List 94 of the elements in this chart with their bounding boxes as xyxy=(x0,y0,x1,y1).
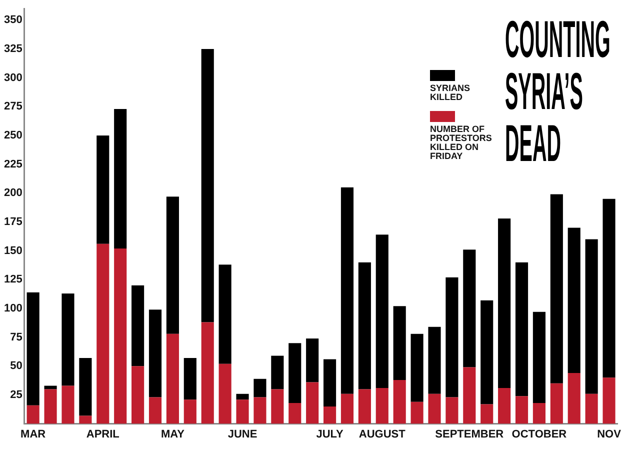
y-tick-label: 75 xyxy=(10,331,22,344)
bar xyxy=(148,310,162,398)
y-tick-label: 325 xyxy=(4,43,22,55)
bar xyxy=(568,373,580,424)
bar xyxy=(410,334,424,402)
legend-label: SYRIANS KILLED xyxy=(430,83,472,102)
bar xyxy=(96,244,110,424)
text: COUNTING SYRIA’S DEAD xyxy=(505,11,610,173)
bar xyxy=(306,382,319,424)
bar xyxy=(480,404,494,424)
bar xyxy=(62,293,74,386)
x-tick-label: AUGUST xyxy=(358,428,406,440)
bar xyxy=(288,403,302,424)
y-tick-label: 125 xyxy=(4,274,22,286)
bar xyxy=(26,292,40,406)
y-tick-label: 175 xyxy=(4,216,22,228)
bar xyxy=(306,338,319,382)
bar xyxy=(271,356,284,390)
bar xyxy=(236,394,249,400)
bar xyxy=(376,234,388,388)
y-tick-label: 150 xyxy=(4,244,22,257)
bar xyxy=(114,248,127,424)
bar xyxy=(410,402,424,424)
bar xyxy=(498,218,511,388)
bar xyxy=(201,322,214,424)
bar xyxy=(515,396,528,424)
y-tick-label: 200 xyxy=(4,187,22,200)
bar xyxy=(288,343,302,404)
bar xyxy=(428,326,441,394)
bar xyxy=(532,312,546,404)
bar xyxy=(446,277,458,398)
bar xyxy=(254,378,266,398)
bar xyxy=(114,108,127,248)
bar xyxy=(393,380,406,424)
bar xyxy=(532,403,546,424)
x-tick-label: APRIL xyxy=(86,428,120,440)
bar xyxy=(463,367,476,424)
bar xyxy=(132,366,144,424)
bar xyxy=(148,397,162,424)
x-tick-label: JULY xyxy=(316,428,344,440)
bar xyxy=(166,334,179,424)
x-tick-label: OCTOBER xyxy=(512,428,567,440)
y-tick-label: 50 xyxy=(10,360,22,372)
x-tick-label: MAR xyxy=(20,428,46,440)
bar xyxy=(323,406,336,424)
bar xyxy=(602,198,616,378)
y-tick-label: 25 xyxy=(10,389,22,401)
bar xyxy=(340,394,354,424)
bar xyxy=(585,394,598,424)
bar xyxy=(201,48,214,322)
bar xyxy=(480,300,494,404)
bar xyxy=(568,228,580,374)
bar xyxy=(463,250,476,368)
bar xyxy=(96,135,110,244)
bar xyxy=(515,262,528,396)
bar xyxy=(602,378,616,424)
bar xyxy=(428,394,441,424)
bar xyxy=(585,239,598,394)
y-tick-label: 350 xyxy=(4,14,22,26)
bar xyxy=(254,397,266,424)
bar xyxy=(62,386,74,424)
bar xyxy=(271,389,284,424)
bar xyxy=(446,397,458,424)
bar xyxy=(236,400,249,424)
bar xyxy=(498,388,511,424)
bar xyxy=(358,389,371,424)
x-tick-label: JUNE xyxy=(228,428,258,440)
bar xyxy=(79,416,92,424)
bar xyxy=(340,187,354,394)
bar xyxy=(44,389,57,424)
bar xyxy=(166,196,179,334)
y-tick-label: 225 xyxy=(4,158,22,170)
y-tick-label: 250 xyxy=(4,130,22,142)
bar xyxy=(184,400,196,424)
bar xyxy=(218,364,232,424)
x-tick-label: NOV xyxy=(597,428,622,440)
y-tick-label: 100 xyxy=(4,302,22,314)
bar xyxy=(184,358,196,400)
bar xyxy=(44,386,57,390)
bar xyxy=(376,388,388,424)
x-tick-label: SEPTEMBER xyxy=(435,428,504,440)
y-tick-label: 300 xyxy=(4,72,22,84)
bar xyxy=(550,194,563,384)
bar xyxy=(218,264,232,364)
legend-label: NUMBER OF PROTESTORS KILLED ON FRIDAY xyxy=(430,124,492,161)
bar xyxy=(79,358,92,416)
y-tick-label: 275 xyxy=(4,100,22,113)
bar xyxy=(26,405,40,424)
bar xyxy=(550,383,563,424)
x-tick-label: MAY xyxy=(160,428,186,440)
bar xyxy=(358,262,371,390)
bar xyxy=(393,306,406,380)
bar xyxy=(323,359,336,406)
bar xyxy=(132,285,144,366)
